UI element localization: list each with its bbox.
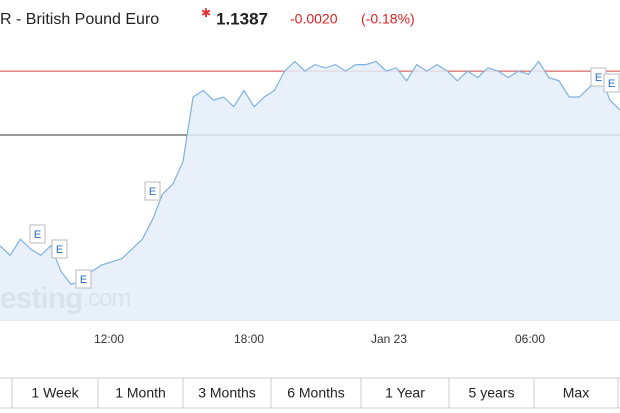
price-change-percent: (-0.18%) [361, 11, 415, 27]
range-button[interactable]: 1 Month [115, 385, 166, 401]
event-flag-label[interactable]: E [56, 244, 63, 256]
event-flag-label[interactable]: E [595, 72, 602, 84]
range-button[interactable]: 1 Week [31, 385, 79, 401]
event-flag[interactable] [75, 269, 92, 289]
event-flag[interactable] [603, 73, 620, 93]
last-price: 1.1387 [216, 9, 268, 28]
price-line [0, 60, 620, 286]
event-flag-label[interactable]: E [80, 274, 87, 286]
price-change: -0.0020 [290, 11, 338, 27]
star-icon: ✱ [201, 6, 211, 20]
instrument-title: R - British Pound Euro [0, 11, 159, 28]
event-flag-label[interactable]: E [608, 78, 615, 90]
x-tick-label: 12:00 [94, 332, 124, 346]
event-flag[interactable] [29, 224, 46, 244]
x-tick-label: 18:00 [234, 332, 264, 346]
event-flag-label[interactable]: E [149, 186, 156, 198]
range-button[interactable]: 1 Year [385, 385, 425, 401]
range-button[interactable]: 6 Months [287, 385, 345, 401]
x-tick-label: Jan 23 [371, 332, 407, 346]
range-button[interactable]: Max [563, 385, 589, 401]
range-button[interactable]: 3 Months [198, 385, 256, 401]
range-button[interactable]: 5 years [469, 385, 515, 401]
event-flag[interactable] [144, 181, 161, 201]
area [0, 61, 620, 321]
event-flag[interactable] [51, 239, 68, 259]
x-tick-label: 06:00 [515, 332, 545, 346]
event-flag-label[interactable]: E [34, 229, 41, 241]
